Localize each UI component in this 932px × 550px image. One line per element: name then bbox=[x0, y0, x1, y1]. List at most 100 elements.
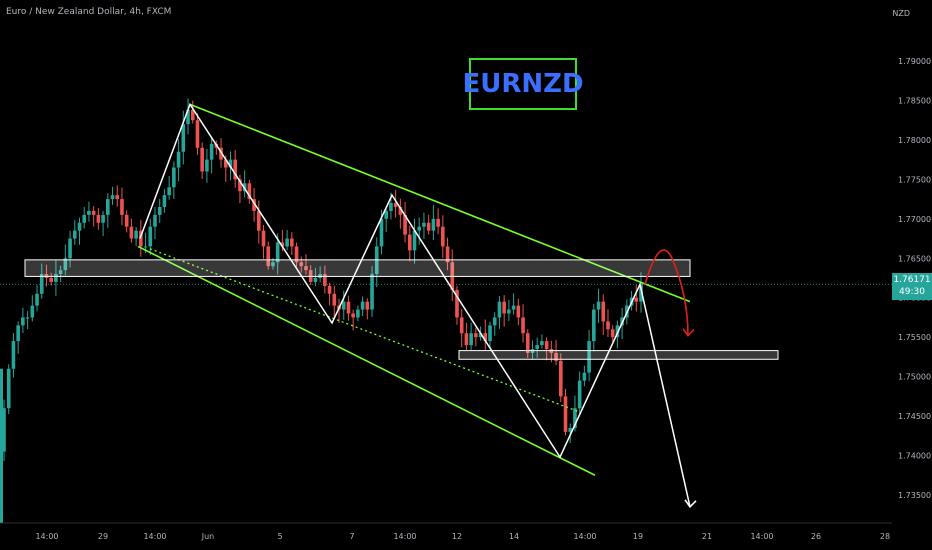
channel-lower-line bbox=[137, 245, 596, 476]
candle-body bbox=[535, 345, 539, 350]
candle-body bbox=[497, 301, 502, 318]
candle-body bbox=[120, 199, 124, 215]
candle-body bbox=[195, 120, 200, 148]
candle-body bbox=[181, 124, 186, 152]
candle-body bbox=[601, 301, 606, 322]
candle-body bbox=[384, 210, 388, 219]
candle-body bbox=[49, 278, 53, 282]
price-tick-label: 1.73500 bbox=[898, 491, 931, 500]
candle-body bbox=[143, 246, 148, 248]
price-tick-label: 1.74500 bbox=[898, 412, 931, 421]
candle-body bbox=[6, 368, 11, 409]
price-tick-label: 1.77000 bbox=[898, 215, 931, 224]
time-tick-label: 26 bbox=[811, 532, 821, 541]
candle-body bbox=[35, 293, 39, 306]
bar-countdown: 49:30 bbox=[899, 287, 925, 297]
candle-body bbox=[96, 214, 101, 223]
candle-body bbox=[610, 329, 615, 338]
candle-body bbox=[483, 333, 488, 342]
candle-body bbox=[11, 341, 16, 369]
candle-body bbox=[356, 309, 360, 318]
zigzag-pattern-line bbox=[139, 102, 691, 508]
candle-body bbox=[596, 301, 601, 310]
candle-body bbox=[606, 321, 610, 330]
price-tick-label: 1.76500 bbox=[898, 254, 931, 263]
price-tick-label: 1.77500 bbox=[898, 175, 931, 184]
current-price-label: 1.76171 49:30 bbox=[892, 273, 932, 300]
candle-body bbox=[403, 214, 407, 235]
candle-body bbox=[299, 262, 304, 267]
candle-body bbox=[634, 297, 639, 302]
candle-body bbox=[412, 230, 417, 251]
candle-body bbox=[39, 274, 44, 294]
candle-body bbox=[110, 195, 115, 200]
candle-body bbox=[351, 313, 355, 318]
time-tick-label: 21 bbox=[702, 532, 712, 541]
candle-body bbox=[540, 341, 544, 346]
time-tick-label: 5 bbox=[277, 532, 282, 541]
candle-body bbox=[478, 333, 483, 338]
candle-body bbox=[209, 143, 214, 160]
candle-body bbox=[360, 301, 365, 310]
price-tick-label: 1.75000 bbox=[898, 373, 931, 382]
candle-body bbox=[285, 238, 289, 247]
candle-body bbox=[327, 285, 332, 294]
candle-body bbox=[582, 372, 587, 381]
candle-body bbox=[573, 408, 577, 428]
candle-body bbox=[134, 230, 138, 239]
symbol-badge-text: EURNZD bbox=[462, 69, 584, 99]
candle-body bbox=[422, 222, 426, 227]
chart-title: Euro / New Zealand Dollar, 4h, FXCM bbox=[6, 7, 172, 17]
candle-body bbox=[275, 242, 280, 263]
time-tick-label: 19 bbox=[633, 532, 643, 541]
candle-body bbox=[223, 159, 228, 168]
channel-upper-line bbox=[189, 103, 691, 303]
candle-body bbox=[124, 214, 129, 227]
candle-body bbox=[455, 289, 459, 318]
candle-body bbox=[72, 230, 77, 239]
candle-body bbox=[370, 274, 374, 310]
candle-body bbox=[544, 341, 549, 350]
candle-body bbox=[115, 195, 120, 200]
candle-body bbox=[139, 230, 143, 247]
time-tick-label: 14:00 bbox=[393, 532, 416, 541]
candle-body bbox=[323, 274, 327, 286]
candle-body bbox=[341, 301, 346, 310]
time-tick-label: Jun bbox=[201, 532, 215, 541]
candle-body bbox=[153, 214, 157, 227]
candle-body bbox=[219, 147, 223, 160]
candle-body bbox=[398, 206, 403, 215]
candle-body bbox=[459, 317, 464, 334]
candle-body bbox=[200, 147, 204, 172]
candle-body bbox=[464, 333, 469, 346]
time-tick-label: 14:00 bbox=[143, 532, 166, 541]
candle-body bbox=[431, 218, 436, 231]
candle-body bbox=[587, 341, 591, 373]
time-tick-label: 14 bbox=[509, 532, 519, 541]
candle-body bbox=[441, 226, 445, 247]
time-tick-label: 12 bbox=[452, 532, 462, 541]
candle-body bbox=[233, 159, 238, 180]
candle-body bbox=[257, 210, 261, 231]
candle-body bbox=[68, 238, 72, 259]
candle-body bbox=[162, 195, 167, 207]
candle-body bbox=[238, 179, 242, 192]
candle-body bbox=[290, 238, 294, 247]
price-tick-label: 1.79000 bbox=[898, 57, 931, 66]
candle-body bbox=[304, 266, 308, 271]
candle-body bbox=[54, 274, 58, 282]
candle-body bbox=[25, 317, 30, 319]
candle-body bbox=[186, 109, 190, 125]
candle-body bbox=[176, 151, 181, 168]
candle-body bbox=[516, 305, 521, 318]
candle-body bbox=[91, 210, 96, 215]
candle-body bbox=[507, 309, 511, 314]
candle-body bbox=[205, 159, 209, 172]
time-tick-label: 7 bbox=[349, 532, 354, 541]
price-tick-label: 1.78500 bbox=[898, 96, 931, 105]
candle-body bbox=[101, 214, 105, 223]
candle-body bbox=[21, 317, 25, 326]
candle-body bbox=[252, 199, 256, 211]
time-tick-label: 14:00 bbox=[35, 532, 58, 541]
